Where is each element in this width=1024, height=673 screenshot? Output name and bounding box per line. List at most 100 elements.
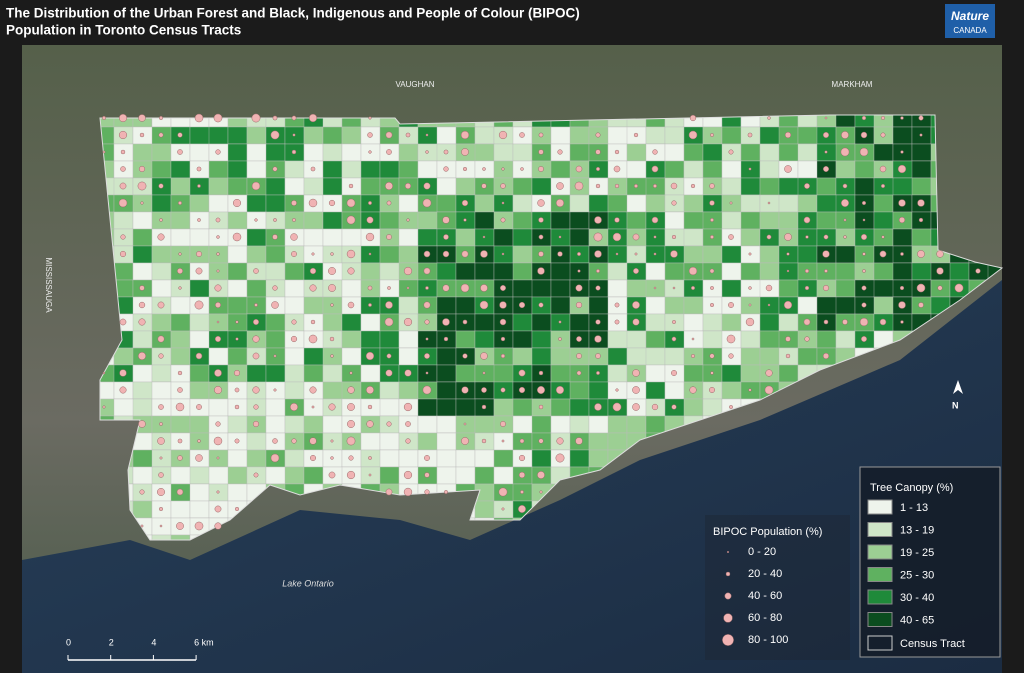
bipoc-dot: [805, 235, 809, 239]
bipoc-dot: [368, 473, 372, 477]
bipoc-dot: [898, 216, 906, 224]
tract: [246, 126, 267, 145]
canopy-swatch: [867, 544, 893, 560]
tract: [398, 228, 419, 247]
bipoc-dot: [403, 402, 413, 412]
tract: [645, 126, 666, 145]
bipoc-dot: [900, 252, 904, 256]
bipoc-dot: [557, 251, 563, 257]
place-label: MARKHAM: [832, 80, 873, 89]
bipoc-dot: [366, 420, 374, 428]
tract: [569, 211, 590, 230]
canopy-label: 25 - 30: [900, 569, 934, 581]
tract: [664, 262, 685, 281]
tract: [132, 330, 153, 349]
tract: [873, 211, 894, 230]
bipoc-dot: [937, 285, 943, 291]
bipoc-dot: [120, 234, 126, 240]
bipoc-dot: [822, 250, 830, 258]
tract: [797, 143, 818, 162]
bipoc-dot: [900, 116, 904, 120]
bipoc-dot: [672, 286, 676, 290]
bipoc-dot: [481, 404, 487, 410]
canopy-swatch: [867, 612, 893, 627]
tract: [702, 245, 723, 264]
bipoc-dot: [710, 218, 714, 222]
tract: [132, 398, 153, 417]
tract: [246, 245, 267, 264]
bipoc-dot: [709, 200, 715, 206]
tract: [284, 177, 305, 196]
bipoc-dot: [558, 235, 562, 239]
bipoc-dot: [689, 114, 697, 122]
bipoc-dot: [518, 471, 526, 479]
bipoc-dot: [859, 317, 869, 327]
bipoc-dot: [671, 404, 677, 410]
tract: [379, 449, 400, 468]
bipoc-dot: [500, 353, 506, 359]
bipoc-dot: [366, 386, 374, 394]
tract: [474, 313, 495, 332]
bipoc-dot: [273, 354, 277, 358]
tract: [284, 449, 305, 468]
bipoc-dot: [595, 285, 601, 291]
tract: [607, 364, 628, 383]
bipoc-dot: [346, 215, 356, 225]
bipoc-dot: [101, 115, 107, 121]
bipoc-dot: [234, 506, 240, 512]
tract: [626, 211, 647, 230]
tract: [417, 398, 438, 417]
bipoc-dot: [253, 472, 259, 478]
bipoc-dot: [119, 318, 127, 326]
bipoc-dot: [612, 232, 622, 242]
bipoc-dot: [368, 252, 372, 256]
tract: [227, 245, 248, 264]
bipoc-dot: [555, 453, 565, 463]
bipoc-dot: [861, 200, 867, 206]
bipoc-dot: [538, 132, 544, 138]
tract: [778, 364, 799, 383]
bipoc-dot: [386, 149, 392, 155]
tract: [132, 228, 153, 247]
bipoc-dot: [443, 166, 449, 172]
bipoc-dot: [140, 524, 144, 528]
bipoc-dot: [614, 149, 620, 155]
bipoc-dot: [501, 507, 505, 511]
bipoc-dot: [917, 250, 925, 258]
bipoc-dot: [138, 318, 146, 326]
bipoc-dot: [632, 318, 640, 326]
tract: [322, 211, 343, 230]
tract: [683, 143, 704, 162]
bipoc-dot: [710, 371, 714, 375]
bipoc-dot: [215, 149, 221, 155]
bipoc-dot: [271, 301, 279, 309]
bipoc-dot: [365, 232, 375, 242]
bipoc-dot: [652, 183, 658, 189]
tract: [455, 466, 476, 485]
bipoc-dot: [424, 319, 430, 325]
bipoc-dot: [615, 252, 619, 256]
bipoc-dot: [347, 267, 355, 275]
scale-label: 4: [151, 637, 156, 647]
bipoc-dot: [917, 199, 925, 207]
tract: [645, 347, 666, 366]
bipoc-dot: [120, 149, 126, 155]
tract: [398, 347, 419, 366]
bipoc-dot: [425, 337, 429, 341]
tract: [341, 143, 362, 162]
bipoc-dot: [291, 319, 297, 325]
bipoc-dot: [291, 438, 297, 444]
tract: [417, 228, 438, 247]
tract: [683, 228, 704, 247]
bipoc-dot: [501, 252, 505, 256]
tract: [740, 194, 761, 213]
bipoc-dot: [216, 235, 220, 239]
bipoc-dot: [368, 456, 372, 460]
bipoc-dot: [385, 369, 393, 377]
bipoc-dot: [365, 351, 375, 361]
bipoc-dot: [251, 181, 261, 191]
bipoc-dot: [748, 303, 752, 307]
bipoc-dot: [119, 369, 127, 377]
